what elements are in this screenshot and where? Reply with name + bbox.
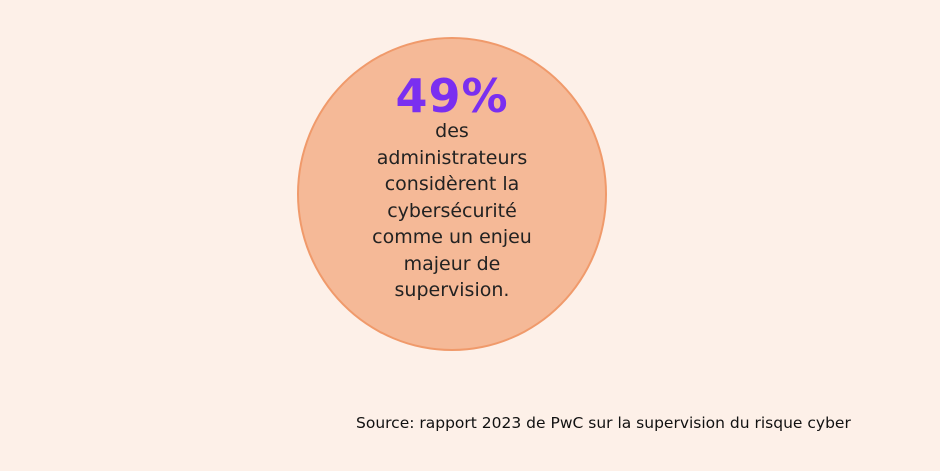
stat-value: 49% [395, 69, 509, 123]
stat-description-line: comme un enjeu [372, 226, 532, 248]
stat-description-line: cybersécurité [387, 199, 517, 222]
stat-description-line: supervision. [394, 279, 510, 301]
stat-description-line: administrateurs [376, 146, 528, 169]
stat-circle [297, 37, 607, 351]
stat-description: des administrateurs considèrent la cyber… [342, 118, 562, 304]
stat-description-line: des [435, 120, 469, 142]
source-caption: Source: rapport 2023 de PwC sur la super… [356, 414, 851, 432]
stat-description-line: considèrent la [384, 173, 520, 195]
stat-description-line: majeur de [403, 252, 501, 275]
